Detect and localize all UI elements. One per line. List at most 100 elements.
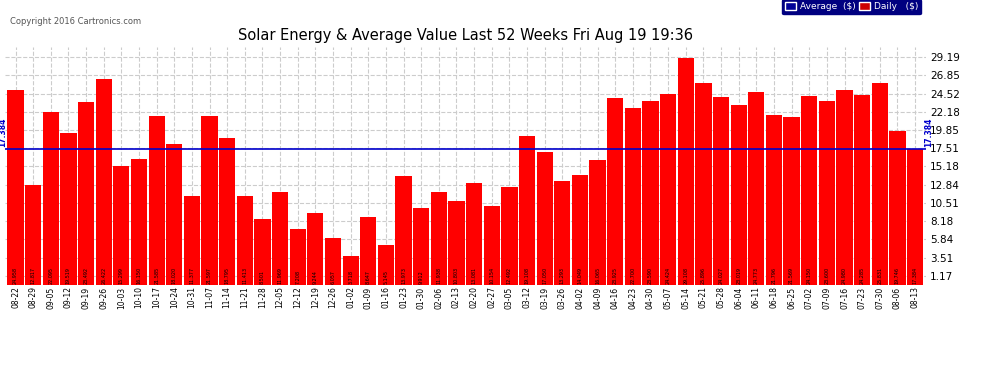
Bar [7, 90, 24, 285]
Bar [78, 102, 94, 285]
Text: 13.081: 13.081 [471, 267, 476, 284]
Legend: Average  ($), Daily   ($): Average ($), Daily ($) [782, 0, 921, 14]
Bar [466, 183, 482, 285]
Text: 10.803: 10.803 [454, 267, 459, 284]
Text: 6.057: 6.057 [331, 270, 336, 284]
Text: 21.796: 21.796 [771, 267, 776, 284]
Bar [413, 208, 430, 285]
Text: 24.150: 24.150 [807, 267, 812, 284]
Bar [360, 217, 376, 285]
Bar [643, 101, 658, 285]
Text: 22.700: 22.700 [631, 267, 636, 284]
Bar [484, 206, 500, 285]
Text: 18.795: 18.795 [225, 267, 230, 284]
Bar [307, 213, 324, 285]
Bar [113, 165, 130, 285]
Text: 12.492: 12.492 [507, 267, 512, 284]
Bar [378, 245, 394, 285]
Text: 22.095: 22.095 [49, 267, 53, 284]
Bar [25, 185, 42, 285]
Bar [131, 159, 148, 285]
Text: 24.285: 24.285 [859, 267, 864, 284]
Text: 8.647: 8.647 [365, 270, 371, 284]
Text: 26.422: 26.422 [101, 267, 106, 284]
Title: Solar Energy & Average Value Last 52 Weeks Fri Aug 19 19:36: Solar Energy & Average Value Last 52 Wee… [238, 28, 693, 43]
Text: 24.424: 24.424 [665, 267, 670, 284]
Bar [748, 92, 764, 285]
Text: 13.293: 13.293 [559, 267, 565, 284]
Bar [713, 98, 730, 285]
Text: 9.912: 9.912 [419, 270, 424, 284]
Text: 23.925: 23.925 [613, 267, 618, 284]
Bar [731, 105, 746, 285]
Bar [519, 136, 536, 285]
Bar [60, 133, 76, 285]
Text: 8.501: 8.501 [260, 270, 265, 284]
Bar [907, 149, 924, 285]
Text: 25.896: 25.896 [701, 267, 706, 284]
Bar [43, 112, 59, 285]
Bar [537, 152, 552, 285]
Text: 17.050: 17.050 [543, 267, 547, 284]
Text: 21.569: 21.569 [789, 267, 794, 284]
Bar [448, 201, 464, 285]
Text: 25.831: 25.831 [877, 267, 882, 284]
Bar [607, 98, 624, 285]
Text: 9.244: 9.244 [313, 270, 318, 284]
Bar [237, 196, 252, 285]
Bar [801, 96, 818, 285]
Bar [766, 115, 782, 285]
Text: 19.108: 19.108 [525, 267, 530, 284]
Text: 5.145: 5.145 [383, 270, 388, 284]
Text: 19.519: 19.519 [66, 267, 71, 284]
Text: 11.938: 11.938 [437, 267, 442, 284]
Text: 7.208: 7.208 [295, 270, 300, 284]
Text: 13.973: 13.973 [401, 267, 406, 284]
Text: 16.150: 16.150 [137, 267, 142, 284]
Text: 17.384: 17.384 [924, 117, 933, 147]
Text: 24.980: 24.980 [842, 267, 847, 284]
Bar [695, 83, 712, 285]
Text: Copyright 2016 Cartronics.com: Copyright 2016 Cartronics.com [10, 17, 141, 26]
Bar [554, 181, 570, 285]
Bar [254, 219, 270, 285]
Text: 24.773: 24.773 [753, 267, 758, 284]
Text: 16.065: 16.065 [595, 267, 600, 284]
Text: 17.384: 17.384 [0, 117, 7, 147]
Bar [201, 116, 218, 285]
Bar [783, 117, 800, 285]
Bar [501, 188, 518, 285]
Bar [678, 58, 694, 285]
Text: 23.600: 23.600 [825, 267, 830, 284]
Bar [272, 192, 288, 285]
Text: 11.969: 11.969 [277, 267, 282, 284]
Text: 15.299: 15.299 [119, 267, 124, 284]
Bar [148, 117, 164, 285]
Bar [572, 176, 588, 285]
Bar [854, 95, 870, 285]
Text: 23.590: 23.590 [648, 267, 653, 284]
Text: 12.817: 12.817 [31, 267, 36, 284]
Text: 11.413: 11.413 [243, 267, 248, 284]
Text: 24.027: 24.027 [719, 267, 724, 284]
Bar [819, 101, 835, 285]
Bar [395, 176, 412, 285]
Bar [431, 192, 446, 285]
Bar [660, 94, 676, 285]
Text: 23.492: 23.492 [83, 267, 88, 284]
Text: 21.585: 21.585 [154, 267, 159, 284]
Text: 17.384: 17.384 [913, 267, 918, 284]
Bar [589, 160, 606, 285]
Bar [625, 108, 641, 285]
Bar [325, 238, 342, 285]
Bar [343, 256, 358, 285]
Bar [166, 144, 182, 285]
Bar [219, 138, 236, 285]
Bar [837, 90, 852, 285]
Bar [184, 196, 200, 285]
Bar [871, 83, 888, 285]
Text: 3.718: 3.718 [348, 270, 353, 284]
Text: 14.049: 14.049 [577, 267, 582, 284]
Text: 10.154: 10.154 [489, 267, 494, 284]
Text: 11.377: 11.377 [189, 267, 194, 284]
